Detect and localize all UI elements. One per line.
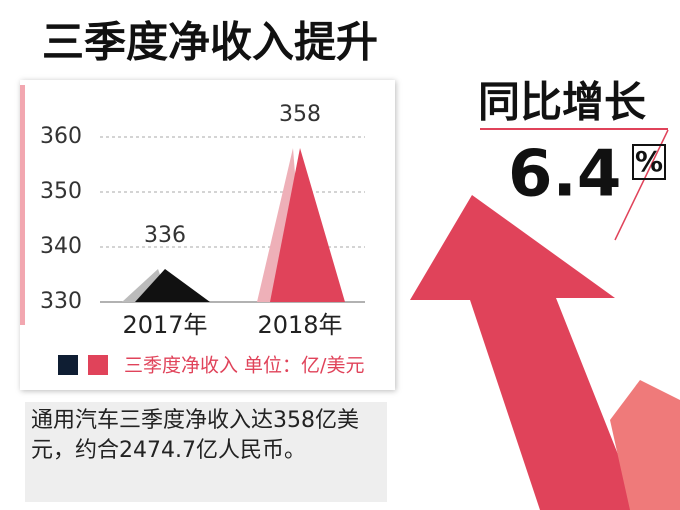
x-tick-label: 2018年 bbox=[257, 311, 342, 339]
arrow-tail bbox=[610, 380, 680, 510]
annotation: 同比增长 bbox=[478, 78, 646, 127]
x-tick-label: 2017年 bbox=[122, 311, 207, 339]
y-tick-label: 350 bbox=[40, 179, 82, 204]
annotation: % bbox=[635, 145, 663, 178]
panel bbox=[20, 80, 395, 390]
legend-swatch bbox=[88, 355, 108, 375]
y-tick-label: 360 bbox=[40, 124, 82, 149]
y-tick-label: 340 bbox=[40, 234, 82, 259]
arrow bbox=[410, 195, 640, 510]
value-label: 336 bbox=[144, 223, 186, 248]
panel-accent bbox=[20, 85, 25, 325]
legend-swatch bbox=[58, 355, 78, 375]
caption: 通用汽车三季度净收入达358亿美元，约合2474.7亿人民币。 bbox=[25, 402, 387, 502]
chart-title: 三季度净收入提升 bbox=[42, 18, 378, 67]
y-tick-label: 330 bbox=[40, 289, 82, 314]
value-label: 358 bbox=[279, 102, 321, 127]
deco-line bbox=[614, 129, 669, 241]
peak bbox=[135, 269, 210, 302]
peak bbox=[270, 148, 345, 302]
annotation: 6.4 bbox=[508, 138, 621, 212]
percent-box bbox=[632, 144, 666, 180]
legend-label: 三季度净收入 单位：亿/美元 bbox=[124, 355, 364, 377]
